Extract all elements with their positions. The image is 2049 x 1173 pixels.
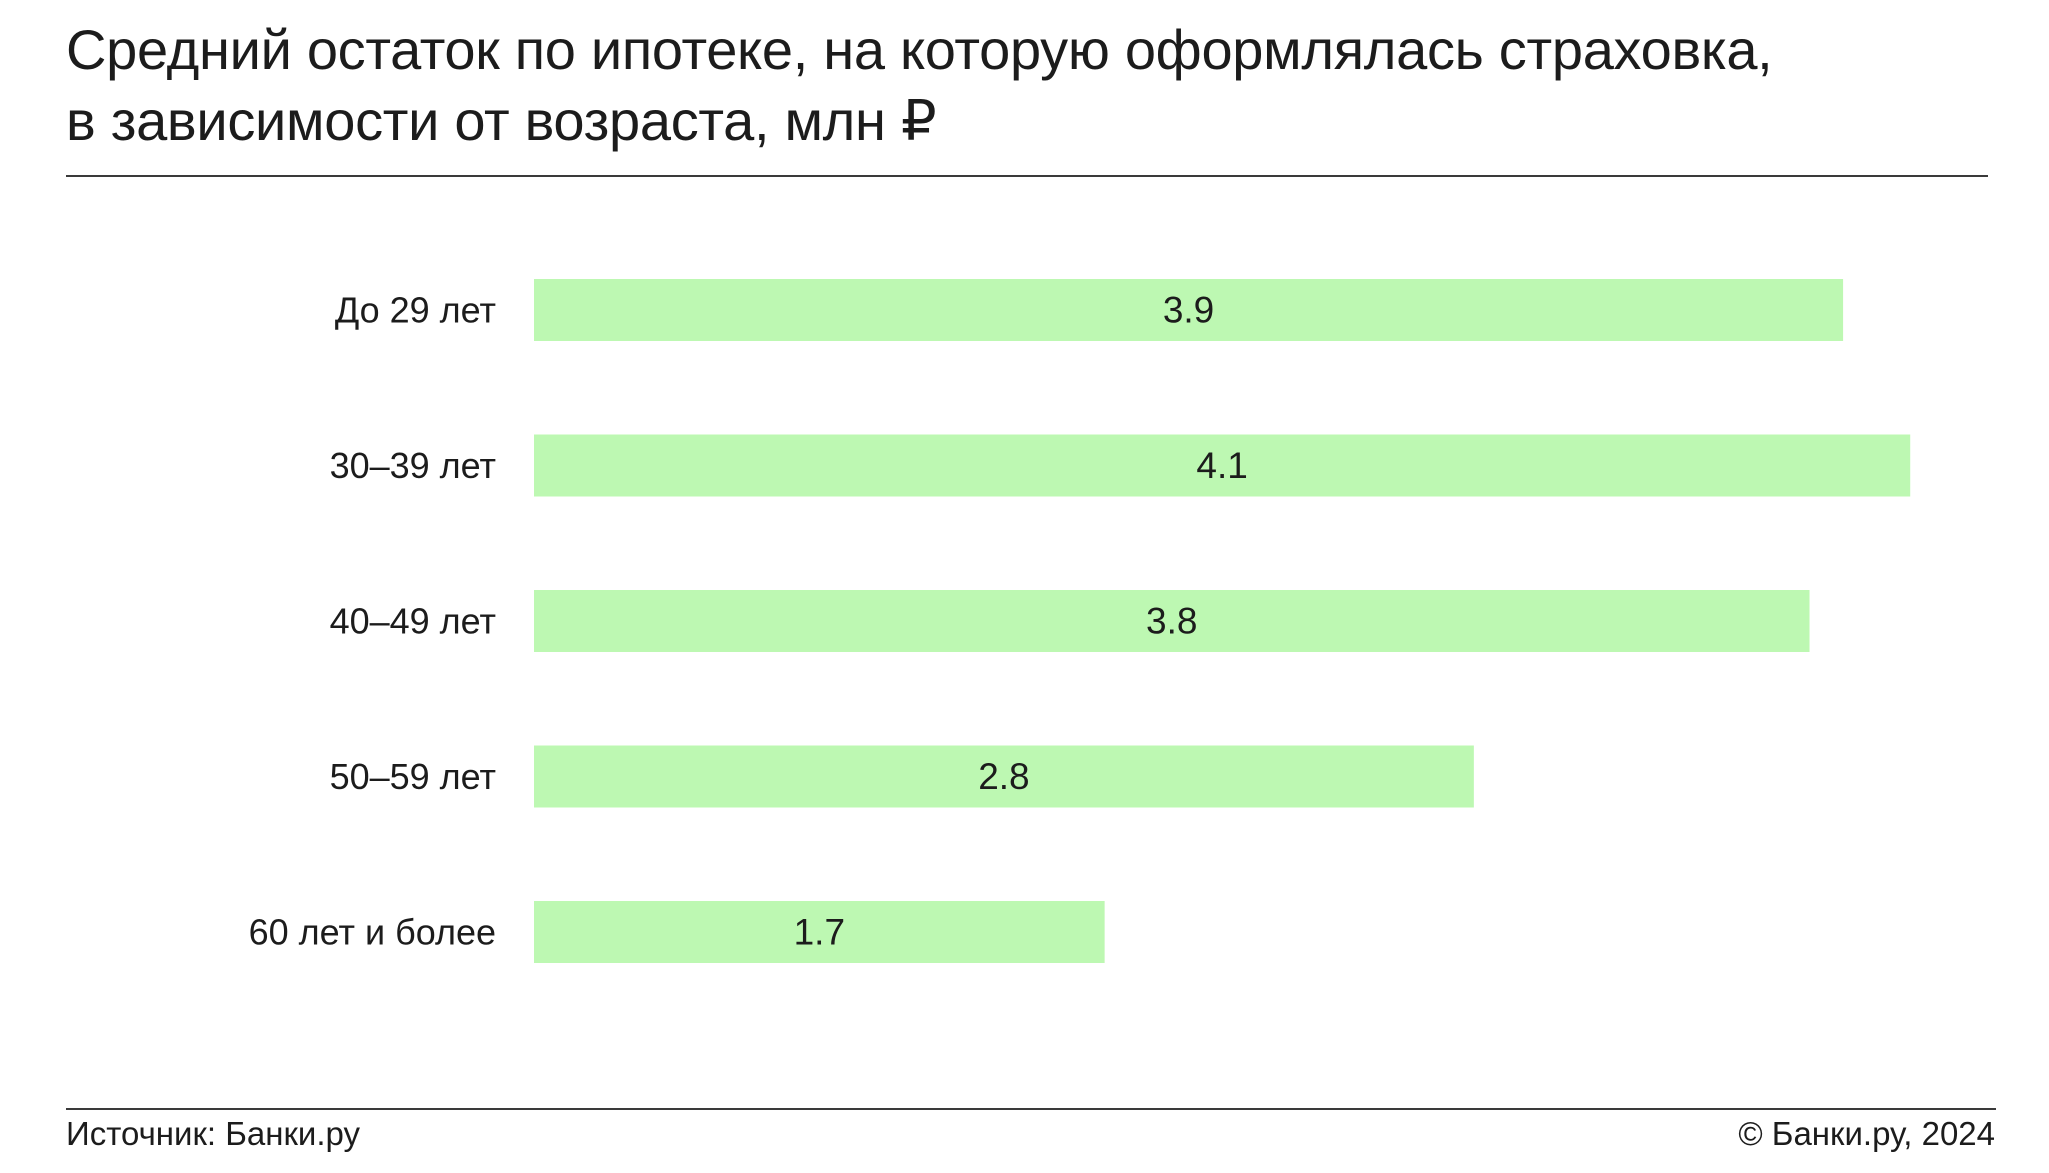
category-label-5: 60 лет и более: [249, 912, 496, 953]
title-divider: [66, 175, 1988, 177]
chart-title: Средний остаток по ипотеке, на которую о…: [66, 14, 1966, 156]
category-label-3: 40–49 лет: [330, 601, 496, 642]
bar-value-label-2: 4.1: [1196, 445, 1247, 486]
bar-chart: 3.9 До 29 лет 4.1 30–39 лет 3.8 40–49 лет 2.8 5…: [249, 279, 1911, 963]
bar-3: [534, 590, 1810, 652]
chart-title-line-1: Средний остаток по ипотеке, на которую о…: [66, 18, 1773, 81]
bar-4: [534, 745, 1474, 808]
footer-divider: [66, 1108, 1996, 1110]
chart-title-line-2: в зависимости от возраста, млн ₽: [66, 89, 937, 152]
bar-value-label-5: 1.7: [794, 912, 845, 953]
bar-value-label-3: 3.8: [1146, 601, 1197, 642]
bar-5: [534, 901, 1105, 963]
category-label-1: До 29 лет: [335, 290, 496, 331]
copyright-note: © Банки.ру, 2024: [1738, 1115, 1995, 1152]
bar-2: [534, 434, 1911, 497]
source-note: Источник: Банки.ру: [66, 1115, 360, 1152]
bar-value-label-1: 3.9: [1163, 290, 1214, 331]
category-label-4: 50–59 лет: [330, 756, 496, 797]
category-label-2: 30–39 лет: [330, 445, 496, 486]
bar-1: [534, 279, 1844, 341]
bar-value-label-4: 2.8: [978, 756, 1029, 797]
